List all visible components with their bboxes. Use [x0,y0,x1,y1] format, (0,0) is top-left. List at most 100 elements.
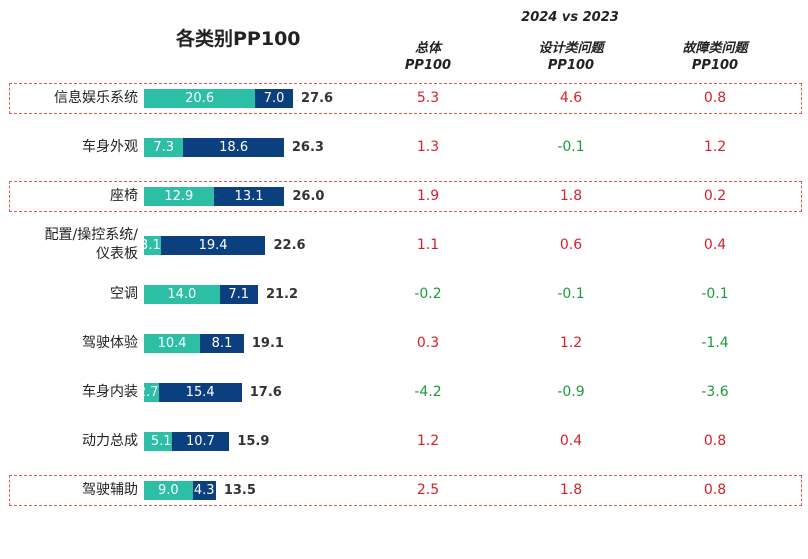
change-overall: -0.2 [414,285,442,302]
column-header-overall-line1: 总体 [414,41,441,56]
bar-design [144,137,184,157]
category-label-line: 车身外观 [82,138,138,155]
bar-fault-label: 13.1 [234,188,264,204]
category-label: 空调 [110,285,138,304]
change-fault: 0.8 [703,481,727,498]
bar-design-label: 9.0 [157,482,179,498]
category-label-line: 信息娱乐系统 [54,89,138,106]
bar-design [144,431,172,451]
total-label: 21.2 [265,286,299,302]
bar-design [144,284,220,304]
bar-fault-label: 18.6 [219,139,249,155]
bar-design-label: 3.1 [144,237,161,253]
category-label: 信息娱乐系统 [54,89,138,108]
change-design: 4.6 [559,89,583,106]
total-label: 17.6 [249,384,282,400]
column-header-design: 设计类问题 PP100 [511,40,631,74]
column-header-overall: 总体 PP100 [368,40,488,74]
category-label: 配置/操控系统/仪表板 [45,226,138,264]
bar-fault [158,382,242,402]
bar-fault [255,88,294,108]
total-label: 26.3 [291,139,324,155]
comparison-title: 2024 vs 2023 [521,10,619,25]
bar-design [144,88,256,108]
total-label: 26.0 [292,188,325,204]
bar-fault [192,480,216,500]
bar-design-label: 7.3 [153,139,175,155]
category-label-line: 配置/操控系统/ [44,227,138,243]
column-header-overall-line2: PP100 [404,58,452,73]
change-fault: 0.4 [703,236,727,253]
change-fault: -1.4 [701,334,729,351]
category-label: 座椅 [110,187,138,206]
highlight-box [9,82,802,114]
change-fault: -0.1 [701,285,729,302]
change-design: 0.6 [559,236,583,253]
category-label-line: 座椅 [110,187,138,204]
change-overall: 5.3 [416,89,440,106]
category-label-line: 动力总成 [82,432,138,449]
change-design: -0.9 [557,383,585,400]
bar-fault-label: 10.7 [185,433,215,449]
change-fault: 0.2 [703,187,727,204]
category-label-line: 车身内装 [82,383,138,400]
bar-design-label: 14.0 [167,286,197,302]
category-label-line: 空调 [110,285,138,302]
chart-title: 各类别PP100 [176,28,301,50]
total-label: 22.6 [273,237,306,253]
total-label: 19.1 [251,335,284,351]
bar-fault-label: 7.0 [263,90,285,106]
column-header-design-line2: PP100 [547,58,595,73]
bar-design-label: 2.7 [144,384,159,400]
total-label: 15.9 [237,433,270,449]
bar-design [144,235,161,255]
change-overall: 1.9 [416,187,440,204]
column-header-fault-line2: PP100 [691,58,739,73]
category-label: 动力总成 [82,432,138,451]
bar-design-label: 20.6 [185,90,215,106]
change-fault: 0.8 [703,89,727,106]
bar-design-label: 12.9 [164,188,194,204]
bar-fault [160,235,266,255]
change-overall: 2.5 [416,481,440,498]
change-design: -0.1 [557,285,585,302]
change-fault: 1.2 [703,138,727,155]
category-label: 驾驶体验 [82,334,138,353]
bar-fault-label: 4.3 [193,482,215,498]
bar-design [144,480,193,500]
bar-fault [219,284,258,304]
change-overall: -4.2 [414,383,442,400]
bar-design [144,186,214,206]
bar-design [144,382,159,402]
bar-fault [213,186,285,206]
bar-design-label: 10.4 [157,335,187,351]
column-header-design-line1: 设计类问题 [538,41,604,56]
change-fault: 0.8 [703,432,727,449]
category-label: 车身外观 [82,138,138,157]
change-overall: 1.3 [416,138,440,155]
change-design: 1.2 [559,334,583,351]
change-overall: 0.3 [416,334,440,351]
category-label: 车身内装 [82,383,138,402]
bar-fault-label: 7.1 [228,286,250,302]
category-label-line: 驾驶体验 [82,334,138,351]
change-fault: -3.6 [701,383,729,400]
column-header-fault-line1: 故障类问题 [682,41,748,56]
bar-design [144,333,201,353]
highlight-box [9,180,802,212]
column-header-fault: 故障类问题 PP100 [655,40,775,74]
highlight-box [9,474,802,506]
bar-fault [200,333,244,353]
change-design: 1.8 [559,481,583,498]
category-label-line: 仪表板 [96,246,138,262]
bar-fault-label: 15.4 [185,384,215,400]
change-design: -0.1 [557,138,585,155]
total-label: 13.5 [223,482,256,498]
bar-fault-label: 19.4 [198,237,228,253]
change-design: 1.8 [559,187,583,204]
change-overall: 1.1 [416,236,440,253]
bar-design-label: 5.1 [150,433,172,449]
bar-fault [171,431,230,451]
category-label-line: 驾驶辅助 [82,481,138,498]
